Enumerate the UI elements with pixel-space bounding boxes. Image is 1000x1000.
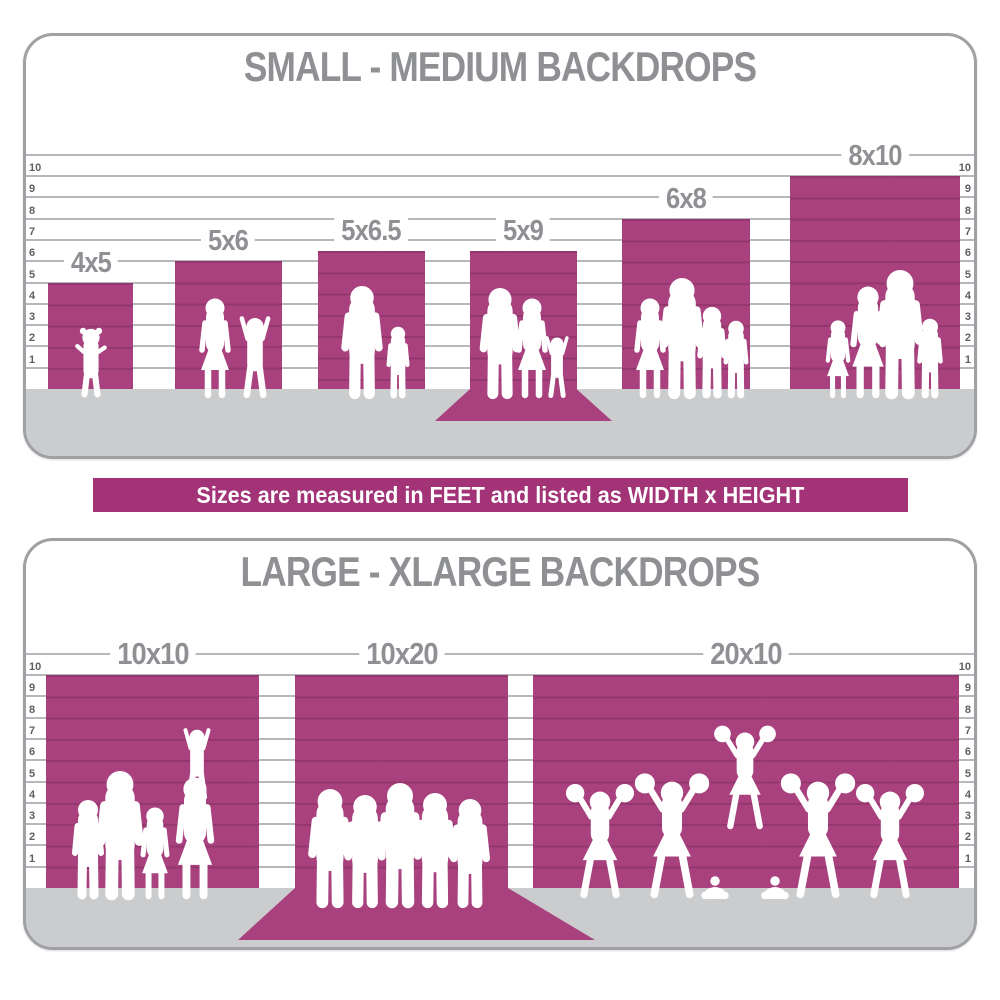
backdrop-size-label: 20x10 — [703, 637, 789, 671]
scale-tick-label-left: 4 — [29, 289, 36, 302]
scale-tick-label-left: 9 — [29, 682, 36, 695]
backdrop-size-label: 5x9 — [496, 214, 551, 247]
scale-tick-label-right: 1 — [964, 852, 971, 865]
scale-tick-label-left: 10 — [29, 162, 42, 174]
scale-tick-label-right: 7 — [964, 225, 971, 238]
scale-tick-label-left: 10 — [29, 661, 42, 673]
scale-tick-label-right: 2 — [964, 332, 971, 345]
backdrop-bar-4x5 — [48, 282, 134, 389]
scale-tick-label-right: 4 — [964, 788, 971, 801]
backdrop-bar-5x6.5 — [318, 250, 425, 389]
scale-tick-label-left: 2 — [29, 831, 36, 844]
floor — [26, 389, 974, 456]
scale-tick-label-left: 2 — [29, 332, 36, 345]
backdrop-size-label: 4x5 — [63, 246, 118, 279]
large-xlarge-panel: 10x10 10x20 20x10 1 1 2 2 3 3 4 4 5 5 6 6 7 7 8 8 9 9 10 10 LA… — [23, 538, 977, 950]
measurement-note-text: Sizes are measured in FEET and listed as… — [196, 481, 805, 508]
gridline — [26, 196, 974, 199]
panel-title-large-xlarge: LARGE - XLARGE BACKDROPS — [240, 548, 761, 595]
gridline — [26, 175, 974, 177]
backdrop-size-label: 6x8 — [658, 182, 713, 215]
backdrop-bar-8x10 — [790, 176, 961, 389]
scale-tick-label-right: 5 — [964, 767, 971, 780]
backdrop-bar-5x9 — [470, 250, 577, 389]
scale-tick-label-right: 9 — [964, 183, 971, 196]
scale-tick-label-right: 6 — [964, 247, 971, 260]
scale-tick-label-left: 6 — [29, 746, 36, 759]
backdrop-bar-10x20 — [295, 675, 508, 888]
scale-tick-label-right: 8 — [964, 204, 971, 217]
scale-tick-label-right: 9 — [964, 682, 971, 695]
scale-tick-label-left: 6 — [29, 247, 36, 260]
scale-tick-label-left: 1 — [29, 852, 36, 865]
scale-tick-label-right: 3 — [964, 311, 971, 324]
backdrop-bar-6x8 — [622, 218, 750, 389]
backdrop-size-label: 5x6 — [201, 225, 256, 258]
scale-tick-label-left: 5 — [29, 767, 36, 780]
scale-tick-label-left: 7 — [29, 724, 36, 737]
scale-tick-label-left: 5 — [29, 268, 36, 281]
floor — [26, 888, 974, 947]
scale-tick-label-left: 8 — [29, 204, 36, 217]
backdrop-bar-10x10 — [46, 675, 259, 888]
scale-tick-label-right: 8 — [964, 703, 971, 716]
scale-tick-label-right: 3 — [964, 810, 971, 823]
backdrop-size-label: 10x20 — [358, 637, 445, 671]
scale-tick-label-left: 9 — [29, 183, 36, 196]
scale-tick-label-right: 6 — [964, 746, 971, 759]
scale-tick-label-right: 7 — [964, 724, 971, 737]
scale-tick-label-left: 4 — [29, 788, 36, 801]
small-medium-chart: 4x5 5x6 5x6.5 5x9 6x8 8x10 1 1 2 2 3 3 4 4 5 5 6 6 7 7 8 8 9 9 1… — [26, 36, 974, 456]
scale-tick-label-right: 4 — [964, 289, 971, 302]
gridline — [26, 153, 974, 156]
scale-tick-label-left: 7 — [29, 225, 36, 238]
scale-tick-label-right: 5 — [964, 268, 971, 281]
scale-tick-label-right: 1 — [964, 353, 971, 366]
backdrop-size-label: 10x10 — [109, 637, 196, 671]
backdrop-bar-5x6 — [175, 261, 282, 389]
scale-tick-label-right: 2 — [964, 831, 971, 844]
backdrop-bar-20x10 — [533, 675, 959, 888]
backdrop-size-label: 5x6.5 — [334, 214, 409, 247]
scale-tick-label-right: 10 — [958, 162, 971, 174]
scale-tick-label-left: 1 — [29, 353, 36, 366]
scale-tick-label-left: 3 — [29, 311, 36, 324]
backdrop-size-label: 8x10 — [841, 140, 909, 172]
panel-title-small-medium: SMALL - MEDIUM BACKDROPS — [243, 43, 757, 90]
scale-tick-label-left: 8 — [29, 703, 36, 716]
scale-tick-label-left: 3 — [29, 810, 36, 823]
small-medium-panel: 4x5 5x6 5x6.5 5x9 6x8 8x10 1 1 2 2 3 3 4 4 5 5 6 6 7 7 8 8 9 9 1… — [23, 33, 977, 459]
large-xlarge-chart: 10x10 10x20 20x10 1 1 2 2 3 3 4 4 5 5 6 6 7 7 8 8 9 9 10 10 — [26, 541, 974, 947]
gridline — [26, 652, 974, 655]
scale-tick-label-right: 10 — [958, 661, 971, 673]
measurement-note-banner: Sizes are measured in FEET and listed as… — [93, 478, 908, 512]
